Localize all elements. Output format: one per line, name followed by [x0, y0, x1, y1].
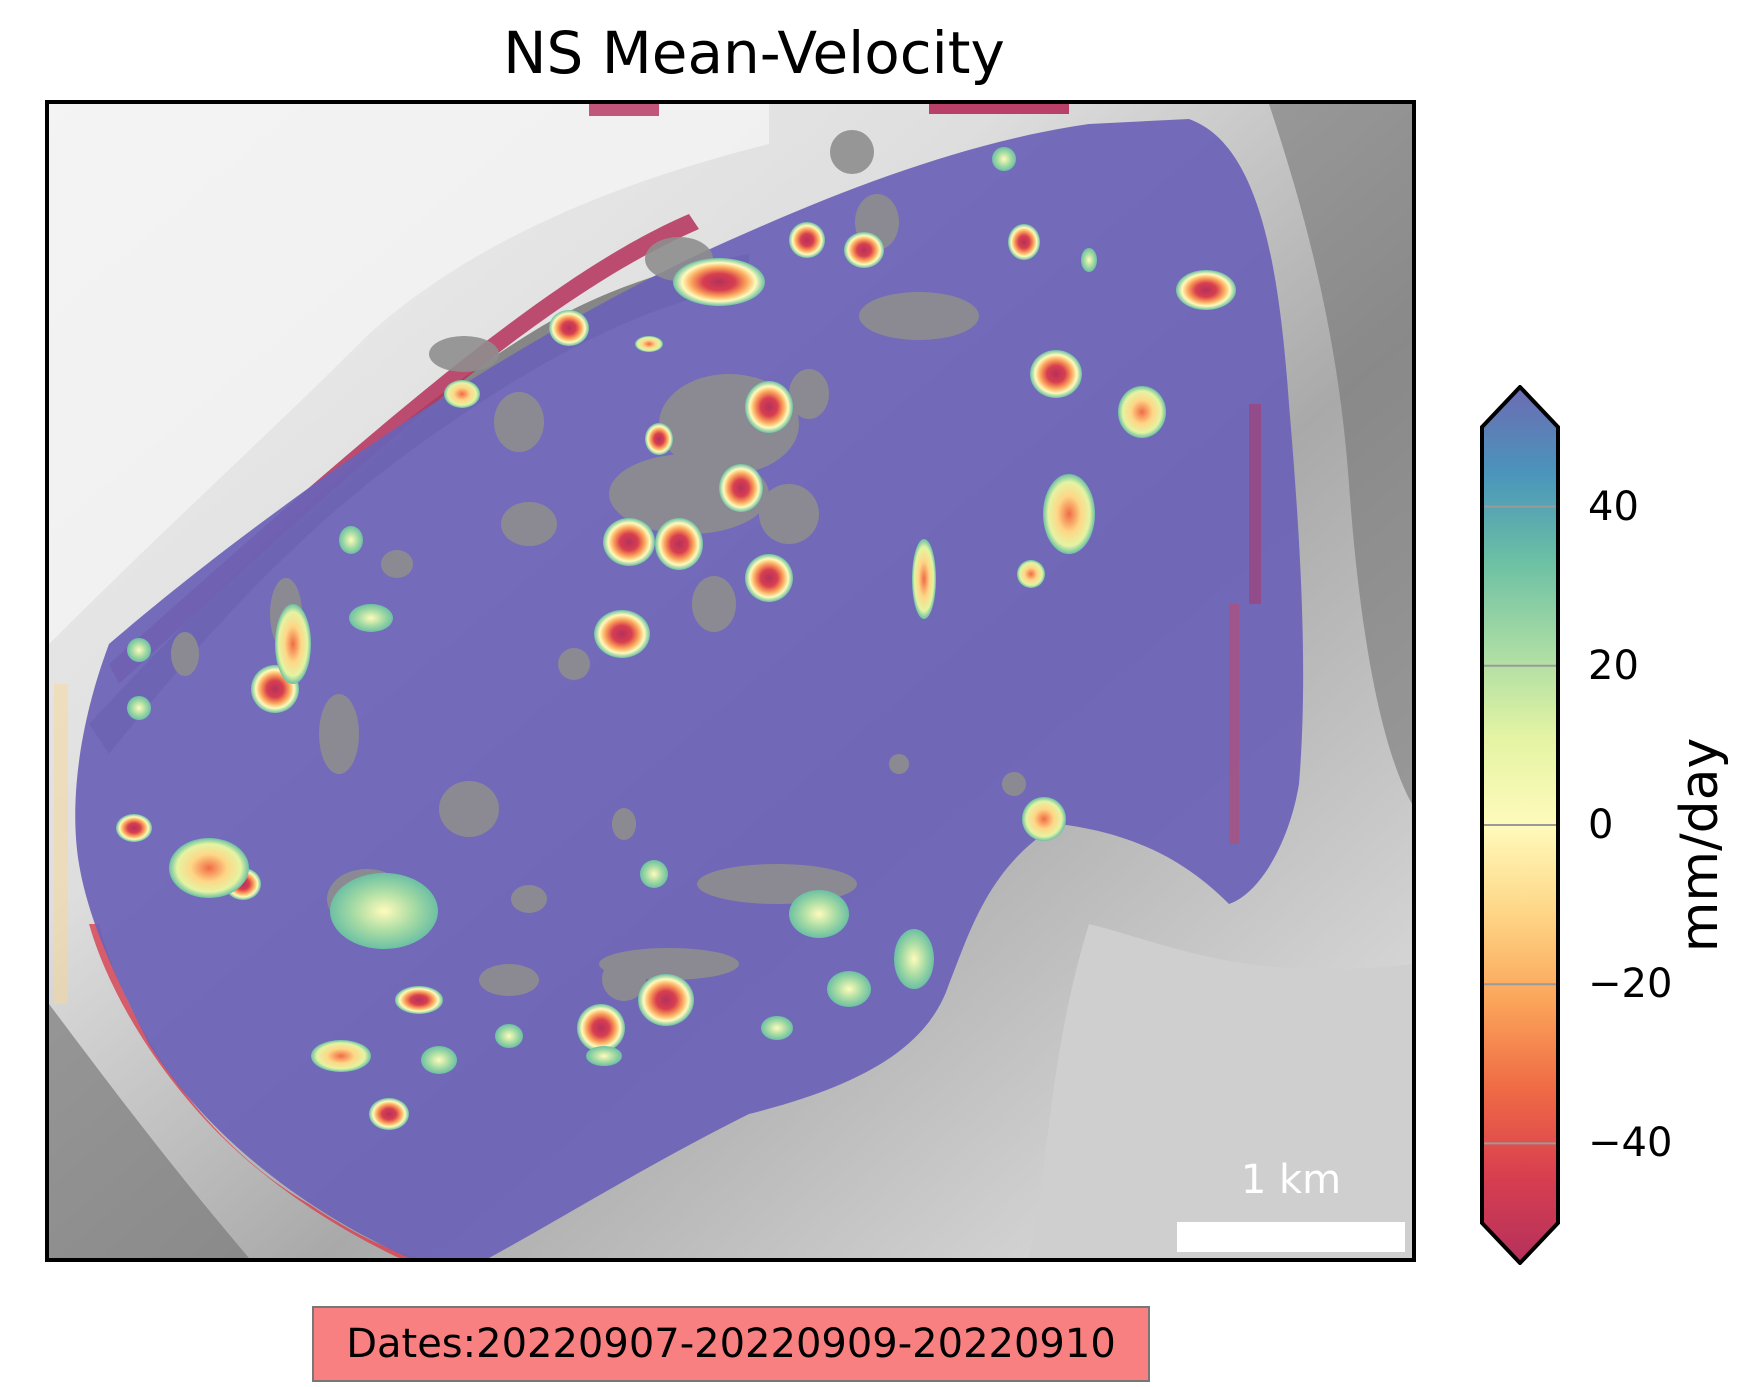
terrain-light-ridge [49, 104, 769, 644]
colorbar-tick-label: 0 [1588, 802, 1614, 848]
colorbar-tick-lines [1484, 505, 1560, 1145]
velocity-map [45, 100, 1416, 1262]
colorbar-tick-label: −20 [1588, 961, 1673, 1008]
velocity-warmspots [169, 336, 1166, 1072]
colorbar-tick-label: 20 [1588, 642, 1639, 689]
velocity-map-canvas [49, 104, 1412, 1258]
boundary-noise [54, 104, 1261, 1004]
displacement-field [75, 119, 1304, 1258]
terrain-lower-left [49, 1004, 249, 1258]
colorbar [1480, 385, 1560, 1265]
scale-bar-label: 1 km [1240, 1157, 1342, 1203]
colorbar-tick-label: 40 [1588, 483, 1639, 530]
dates-annotation: Dates:20220907-20220909-20220910 [312, 1306, 1150, 1382]
terrain-right-slope [1269, 104, 1412, 804]
colorbar-tick-label: −40 [1588, 1120, 1673, 1167]
scale-bar [1177, 1222, 1405, 1252]
map-title: NS Mean-Velocity [503, 19, 1005, 87]
velocity-coolspots [127, 147, 1097, 1074]
colorbar-unit-label: mm/day [1670, 738, 1730, 952]
velocity-hotspots [116, 222, 1236, 1130]
terrain-lower-right [1029, 924, 1412, 1258]
colorbar-unit-text: mm/day [1670, 737, 1730, 953]
